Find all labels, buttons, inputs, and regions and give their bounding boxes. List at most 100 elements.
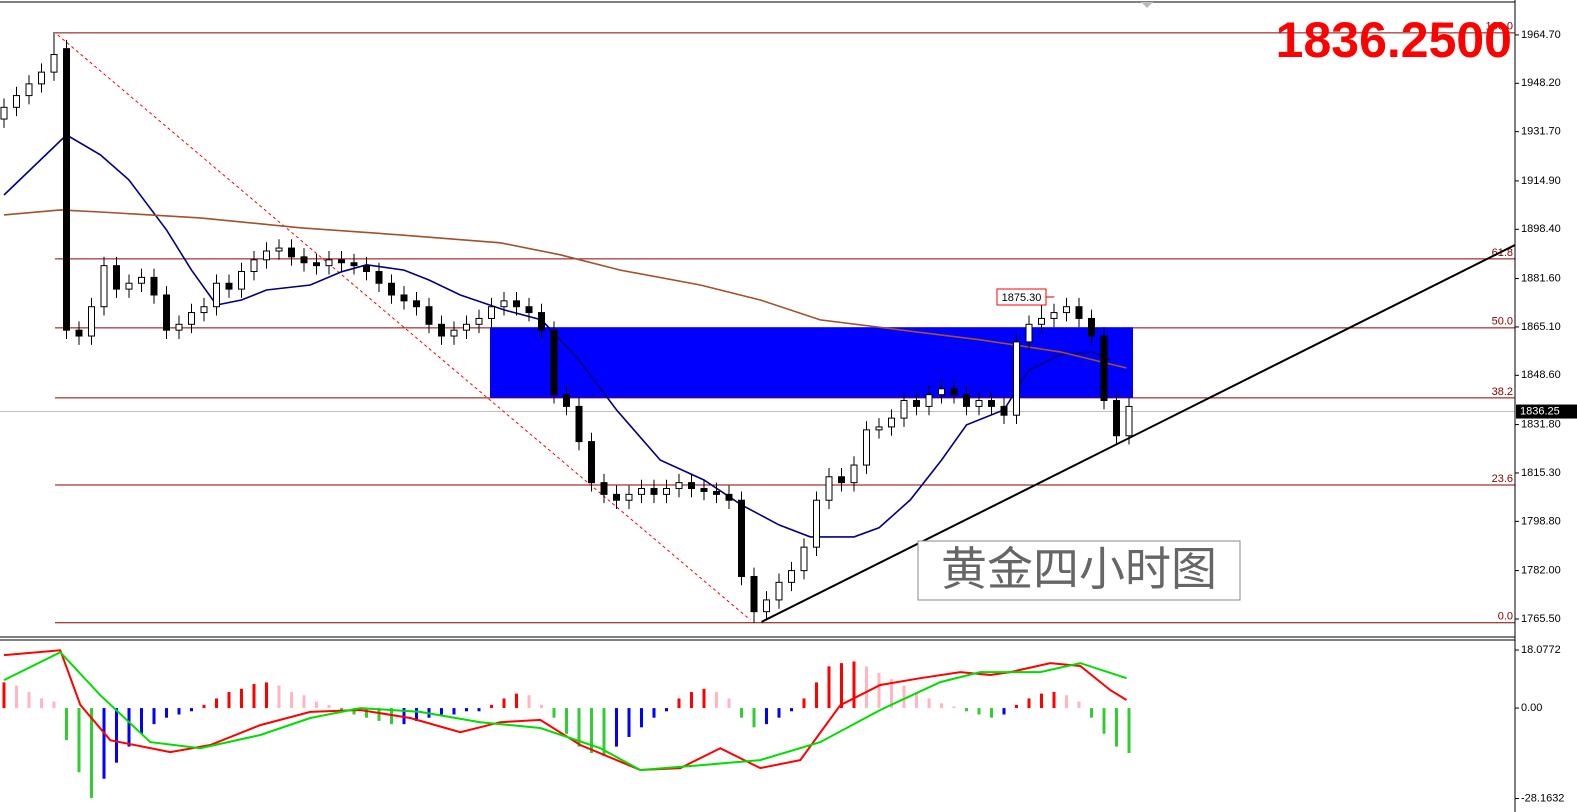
candle-body: [425, 306, 433, 325]
candle-body: [575, 405, 583, 443]
histogram-bar: [1052, 692, 1056, 709]
histogram-bar: [877, 672, 881, 709]
candle-body: [600, 482, 608, 495]
histogram-bar: [952, 706, 956, 709]
histogram-bar: [640, 708, 643, 728]
candle-body: [100, 265, 108, 308]
histogram-bar: [1077, 701, 1081, 709]
histogram-bar: [777, 708, 781, 718]
watermark-box: [917, 540, 1241, 601]
histogram-bar: [940, 703, 943, 709]
histogram-bar: [115, 708, 118, 763]
candle-body: [325, 259, 333, 267]
histogram-bar: [515, 693, 518, 709]
y-tick-label: 1948.20: [1521, 77, 1561, 89]
candle-body: [38, 71, 45, 85]
histogram-bar: [540, 704, 543, 709]
fib-label: 50.0: [1492, 316, 1513, 328]
candle-body: [1063, 306, 1070, 314]
histogram-bar: [577, 708, 581, 747]
histogram-bar: [302, 695, 306, 709]
fib-label: 38.2: [1492, 386, 1513, 398]
histogram-bar: [140, 708, 143, 734]
histogram-bar: [1102, 708, 1106, 734]
candle-body: [450, 329, 458, 337]
candle-body: [413, 300, 420, 308]
candle-body: [988, 400, 995, 407]
candle-body: [125, 282, 133, 290]
candle-body: [863, 429, 870, 466]
candle-body: [675, 482, 683, 490]
candle-body: [688, 482, 695, 490]
candle-body: [588, 441, 595, 484]
last-price-box: [1516, 404, 1577, 419]
histogram-bar: [602, 708, 606, 757]
histogram-bar: [340, 708, 343, 712]
y-tick-label: 1964.70: [1521, 29, 1561, 41]
candle-body: [13, 95, 20, 108]
candle-body: [938, 388, 945, 396]
candle-body: [300, 256, 308, 264]
moving-average: [3, 133, 1111, 538]
fib-label: 23.6: [1492, 473, 1513, 485]
histogram-bar: [902, 685, 906, 709]
candle-body: [763, 599, 770, 613]
candle-body: [50, 54, 58, 73]
candle-body: [550, 329, 558, 396]
candle-body: [1100, 335, 1108, 402]
candle-body: [775, 581, 783, 601]
candle-body: [750, 575, 758, 613]
histogram-bar: [152, 708, 156, 725]
candle-body: [250, 259, 258, 273]
histogram-bar: [915, 692, 918, 709]
histogram-bar: [1015, 704, 1018, 709]
candle-body: [163, 294, 170, 331]
candle-body: [313, 262, 320, 267]
candle-body: [200, 306, 208, 314]
fib-line: [57, 34, 751, 621]
candle-body: [463, 323, 470, 331]
histogram-bar: [852, 661, 856, 709]
histogram-bar: [2, 682, 6, 709]
candle-body: [950, 388, 958, 396]
histogram-bar: [490, 704, 493, 709]
histogram-bar: [52, 701, 56, 709]
candle-body: [1038, 317, 1045, 325]
histogram-bar: [752, 708, 756, 728]
candle-body: [838, 476, 845, 484]
annotation-label: 1875.30: [1002, 292, 1042, 304]
histogram-bar: [377, 708, 381, 721]
y-tick-label: 1782.00: [1521, 565, 1561, 577]
histogram-bar: [690, 692, 693, 709]
candle-body: [725, 493, 733, 501]
candle-body: [488, 306, 495, 319]
histogram-bar: [315, 701, 318, 709]
candle-body: [788, 570, 795, 583]
histogram-bar: [27, 692, 31, 709]
histogram-bar: [1002, 708, 1006, 715]
candle-body: [638, 488, 645, 495]
histogram-bar: [202, 704, 206, 709]
histogram-bar: [627, 708, 631, 737]
y-tick-label: 1765.50: [1521, 613, 1561, 625]
histogram-bar: [502, 698, 506, 709]
watermark: 黄金四小时图: [941, 542, 1217, 596]
macd-panel: [2, 649, 1131, 798]
candle-body: [1050, 312, 1058, 319]
histogram-bar: [90, 708, 93, 798]
y-tick-label: 1815.30: [1521, 467, 1561, 479]
candle-body: [88, 306, 95, 337]
histogram-bar: [827, 666, 831, 709]
histogram-bar: [1127, 708, 1131, 754]
candle-body: [400, 294, 408, 302]
candle-body: [738, 499, 745, 577]
y-tick-label: -28.1632: [1521, 792, 1564, 804]
histogram-bar: [715, 692, 718, 709]
histogram-bar: [227, 692, 231, 709]
candle-body: [238, 271, 245, 290]
candle-body: [363, 265, 370, 273]
y-tick-label: 1798.80: [1521, 515, 1561, 527]
candle-body: [338, 259, 345, 264]
